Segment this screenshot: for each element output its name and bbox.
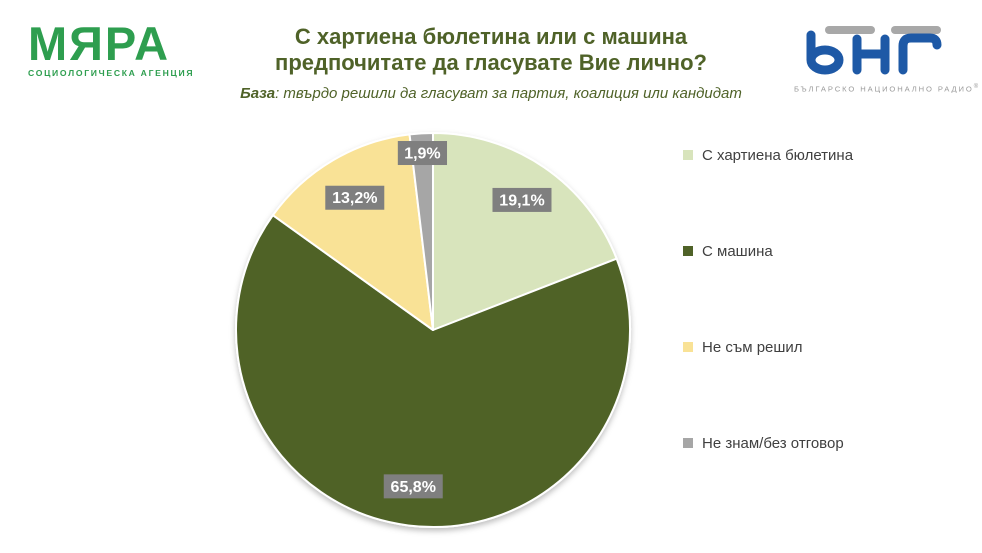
legend-swatch-no-answer	[683, 438, 693, 448]
registered-mark: ®	[973, 84, 981, 90]
pie-data-label-1: 65,8%	[391, 479, 436, 496]
pie-data-label-box-1	[383, 474, 443, 499]
pie-chart-area: 19,1% 65,8% 13,2% 1,9%	[180, 120, 720, 553]
legend-item-no-answer: Не знам/без отговор	[683, 433, 853, 453]
pie-data-label-box-3	[397, 141, 448, 166]
chart-title-line2: предпочитате да гласувате Вие лично?	[275, 50, 707, 75]
legend-item-machine: С машина	[683, 241, 853, 261]
pie-data-label-box-2	[325, 185, 385, 210]
legend-label-paper-ballot: С хартиена бюлетина	[702, 146, 854, 164]
legend-item-undecided: Не съм решил	[683, 337, 853, 357]
legend-swatch-machine	[683, 246, 693, 256]
bnr-logo-caption: БЪЛГАРСКО НАЦИОНАЛНО РАДИО®	[794, 84, 981, 94]
chart-base-note: База: твърдо решили да гласуват за парти…	[190, 85, 792, 102]
myara-logo: МЯРА СОЦИОЛОГИЧЕСКА АГЕНЦИЯ	[28, 17, 198, 78]
base-note-prefix: База	[240, 85, 276, 102]
legend-label-machine: С машина	[702, 242, 773, 260]
legend-label-no-answer: Не знам/без отговор	[702, 434, 844, 452]
bnr-logo-glyph	[806, 26, 942, 75]
pie-slice-2	[271, 133, 434, 331]
pie-slice-0	[432, 132, 618, 331]
legend-swatch-paper-ballot	[683, 150, 693, 160]
legend-swatch-undecided	[683, 342, 693, 352]
pie-data-label-0: 19,1%	[499, 192, 544, 209]
bnr-logo: БЪЛГАРСКО НАЦИОНАЛНО РАДИО®	[794, 24, 981, 94]
pie-data-label-2: 13,2%	[332, 190, 377, 207]
pie-slice-3	[408, 132, 434, 331]
pie-chart: 19,1% 65,8% 13,2% 1,9%	[235, 132, 631, 528]
legend: С хартиена бюлетина С машина Не съм реши…	[683, 145, 853, 453]
bnr-letter-b	[806, 30, 844, 75]
legend-item-paper-ballot: С хартиена бюлетина	[683, 145, 853, 165]
pie-slice-1	[235, 214, 631, 528]
bnr-letter-r	[898, 33, 942, 75]
base-note-text: : твърдо решили да гласуват за партия, к…	[275, 85, 742, 102]
chart-title: С хартиена бюлетина или с машина предпоч…	[190, 24, 792, 76]
pie-data-label-3: 1,9%	[404, 146, 440, 163]
title-block: С хартиена бюлетина или с машина предпоч…	[190, 24, 792, 102]
pie-data-label-box-0	[492, 187, 552, 212]
legend-label-undecided: Не съм решил	[702, 338, 803, 356]
chart-title-line1: С хартиена бюлетина или с машина	[294, 24, 688, 49]
bnr-letter-n	[852, 34, 890, 75]
myara-logo-text: МЯРА	[28, 17, 171, 70]
myara-logo-tagline: СОЦИОЛОГИЧЕСКА АГЕНЦИЯ	[28, 68, 195, 78]
